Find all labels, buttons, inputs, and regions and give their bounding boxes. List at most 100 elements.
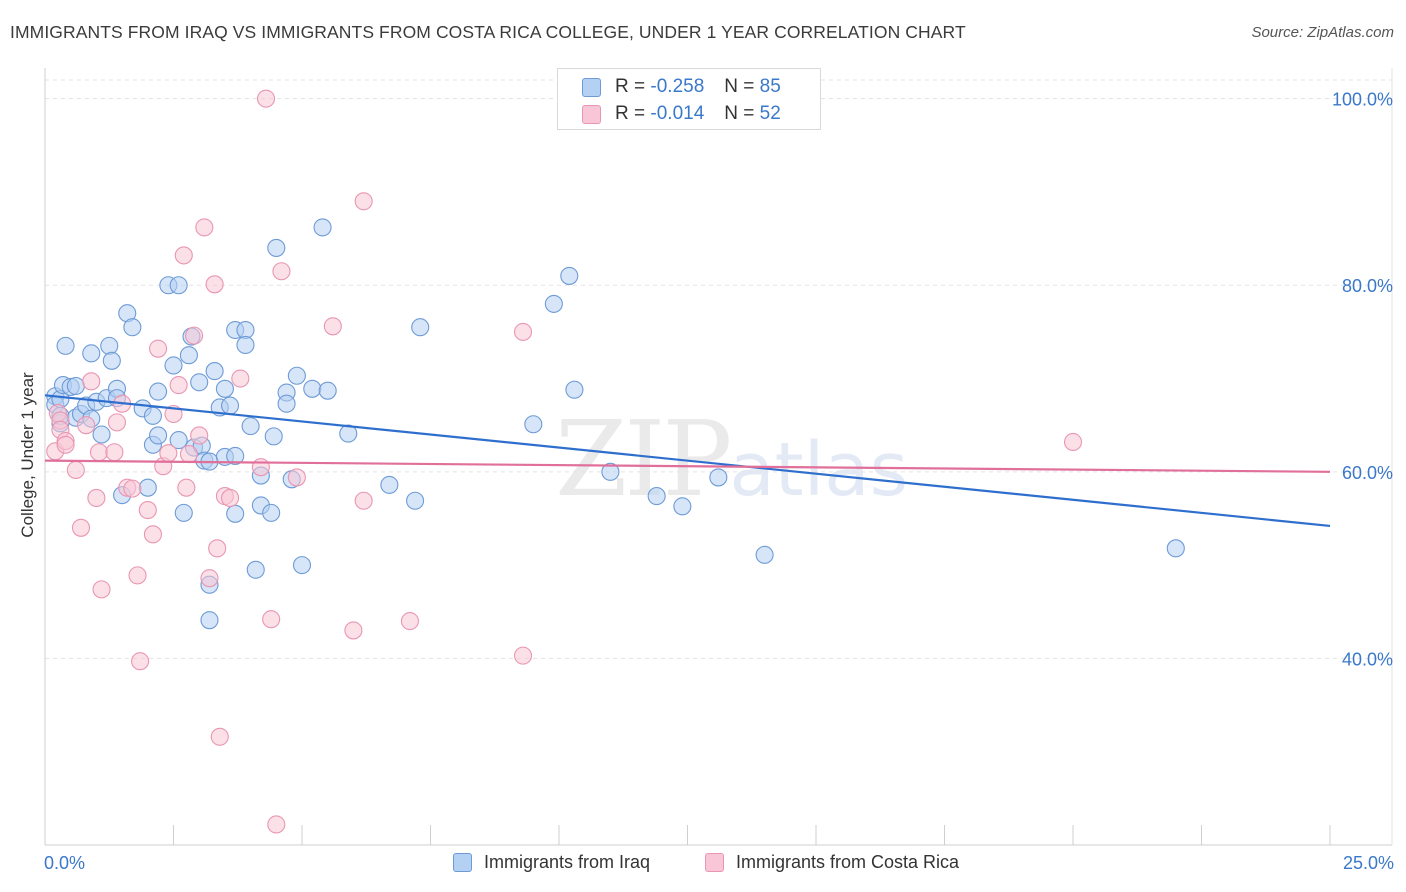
data-point-costa-rica: [354, 192, 373, 211]
data-point-costa-rica: [208, 539, 227, 558]
data-point-costa-rica: [71, 518, 91, 537]
data-point-iraq: [149, 382, 168, 401]
watermark-atlas: atlas: [729, 427, 909, 513]
x-tick-label: 25.0%: [1343, 853, 1394, 873]
y-tick-label: 80.0%: [1342, 276, 1393, 296]
data-point-iraq: [380, 475, 399, 494]
data-point-costa-rica: [92, 580, 111, 599]
data-point-iraq: [673, 497, 692, 516]
trend-line-costa-rica: [44, 459, 1331, 473]
data-point-costa-rica: [513, 646, 533, 665]
data-point-iraq: [200, 611, 219, 630]
data-point-costa-rica: [149, 339, 168, 358]
data-point-iraq: [100, 336, 119, 355]
data-point-costa-rica: [89, 443, 109, 462]
x-tick-label: 0.0%: [44, 853, 85, 873]
data-point-costa-rica: [256, 89, 276, 108]
data-point-iraq: [66, 376, 85, 396]
data-point-iraq: [226, 446, 245, 466]
data-point-costa-rica: [174, 246, 193, 265]
axis-layer: [44, 68, 1392, 846]
data-point-costa-rica: [287, 468, 306, 487]
data-point-costa-rica: [143, 525, 162, 544]
data-point-iraq: [179, 346, 198, 365]
data-point-costa-rica: [77, 416, 96, 435]
data-point-iraq: [56, 336, 75, 355]
legend-n-label: N =: [724, 103, 755, 124]
data-point-iraq: [169, 276, 188, 295]
data-point-iraq: [544, 294, 563, 313]
data-point-iraq: [262, 503, 281, 522]
data-point-iraq: [287, 366, 306, 385]
data-point-iraq: [318, 381, 337, 400]
data-point-costa-rica: [131, 652, 150, 671]
data-point-costa-rica: [272, 262, 291, 281]
data-point-costa-rica: [123, 479, 142, 498]
data-point-iraq: [143, 406, 162, 425]
data-point-iraq: [190, 373, 209, 392]
data-point-costa-rica: [1063, 432, 1083, 452]
data-point-iraq: [149, 426, 168, 445]
series-legend-swatch-costa-rica: [705, 853, 724, 872]
data-point-iraq: [241, 417, 260, 436]
data-point-iraq: [524, 415, 543, 434]
data-point-iraq: [246, 560, 265, 579]
data-point-costa-rica: [323, 317, 342, 336]
data-point-iraq: [647, 487, 666, 506]
data-point-iraq: [220, 396, 240, 415]
legend-r-value: -0.014: [650, 103, 705, 124]
data-point-costa-rica: [159, 444, 178, 463]
legend-r-label: R =: [615, 103, 646, 124]
data-point-costa-rica: [185, 326, 204, 345]
data-point-costa-rica: [400, 612, 419, 631]
data-point-costa-rica: [82, 372, 101, 391]
data-point-iraq: [102, 351, 121, 370]
trend-layer: [44, 394, 1331, 528]
y-tick-label: 60.0%: [1342, 463, 1393, 483]
chart-title: IMMIGRANTS FROM IRAQ VS IMMIGRANTS FROM …: [10, 22, 966, 42]
data-point-iraq: [1166, 539, 1185, 558]
data-point-costa-rica: [200, 569, 219, 588]
data-point-costa-rica: [262, 610, 281, 629]
data-point-costa-rica: [177, 478, 196, 497]
data-point-costa-rica: [66, 460, 85, 480]
data-point-iraq: [138, 478, 157, 497]
data-point-costa-rica: [128, 566, 147, 585]
data-point-costa-rica: [205, 275, 224, 294]
watermark: ZIPatlas: [555, 398, 908, 520]
data-point-costa-rica: [231, 369, 250, 388]
data-point-iraq: [123, 318, 142, 337]
legend-row-costa-rica: R = -0.014 N = 52: [582, 102, 781, 126]
data-point-iraq: [236, 335, 255, 355]
legend-swatch-iraq: [582, 77, 601, 97]
legend-n-label: N =: [724, 76, 755, 97]
data-point-costa-rica: [105, 443, 124, 462]
trend-line-iraq: [44, 394, 1331, 528]
legend-r-label: R =: [615, 76, 646, 97]
grid-layer: [45, 68, 1393, 845]
series-legend-iraq: Immigrants from Iraq: [453, 852, 650, 873]
legend-n-value: 52: [759, 103, 781, 124]
data-point-iraq: [755, 545, 774, 564]
data-point-costa-rica: [138, 501, 157, 520]
data-point-costa-rica: [210, 727, 229, 746]
data-point-iraq: [169, 431, 188, 450]
data-point-costa-rica: [267, 815, 286, 834]
points-layer: [46, 89, 1185, 834]
data-point-costa-rica: [195, 218, 214, 237]
data-point-costa-rica: [220, 488, 240, 508]
data-point-iraq: [92, 425, 111, 444]
source-credit: Source: ZipAtlas.com: [1251, 24, 1394, 41]
stats-legend: R = -0.258 N = 85 R = -0.014 N = 52: [557, 68, 821, 130]
data-point-iraq: [205, 362, 224, 381]
data-point-iraq: [277, 394, 296, 413]
data-point-costa-rica: [107, 413, 127, 432]
series-legend-label-costa-rica: Immigrants from Costa Rica: [736, 852, 960, 872]
series-legend-swatch-iraq: [453, 853, 472, 872]
data-point-costa-rica: [179, 445, 198, 464]
data-point-iraq: [82, 344, 101, 363]
data-point-iraq: [411, 318, 430, 337]
series-legend: Immigrants from Iraq Immigrants from Cos…: [0, 852, 1406, 878]
data-point-costa-rica: [251, 458, 270, 477]
